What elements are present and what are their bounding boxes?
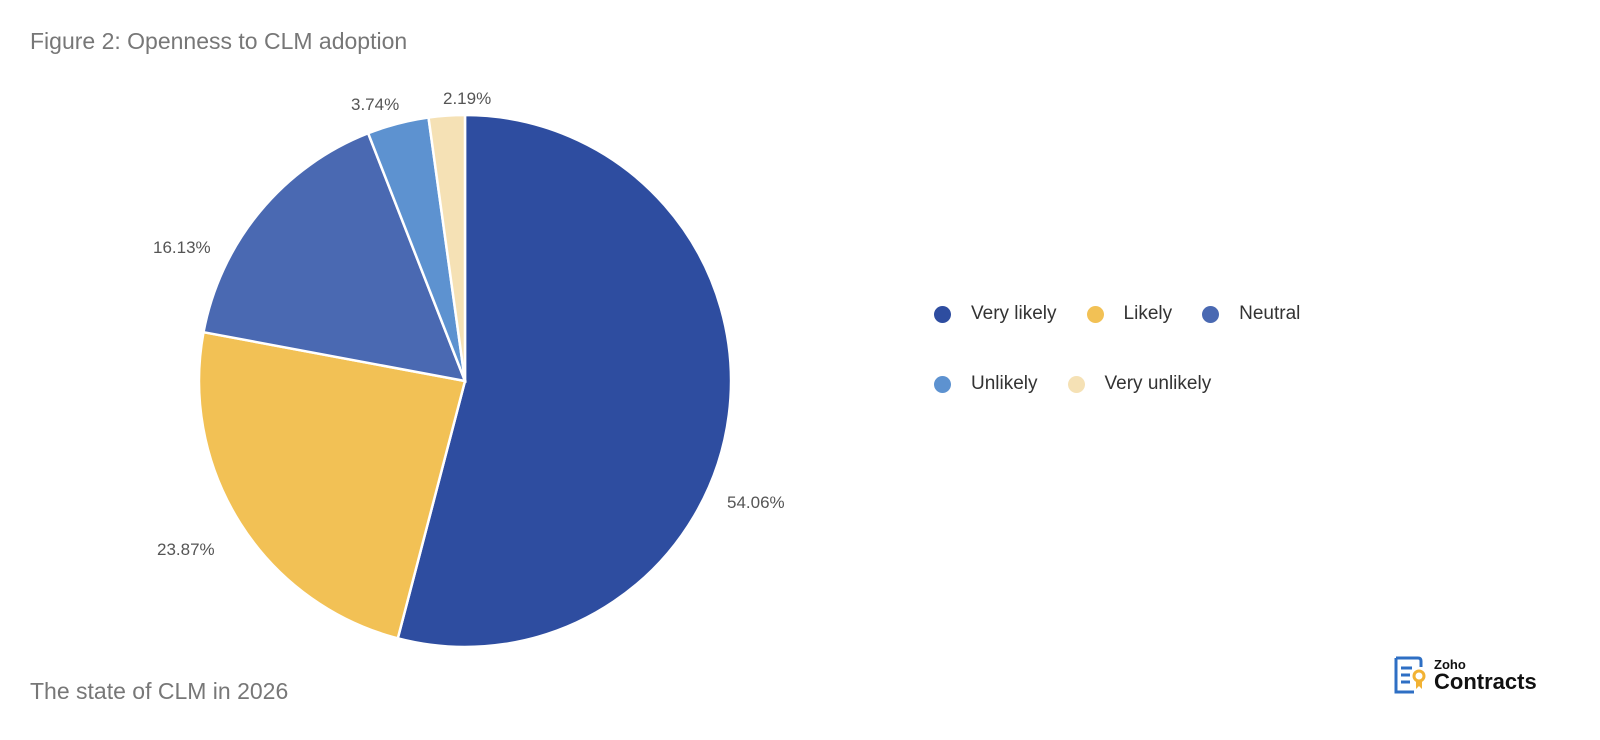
label-likely: 23.87% <box>157 540 215 559</box>
chart-title: Figure 2: Openness to CLM adoption <box>30 28 408 54</box>
contract-document-icon <box>1394 656 1426 694</box>
legend-item-very-likely[interactable]: Very likely <box>934 303 1057 325</box>
legend: Very likely Likely Neutral Unlikely Very… <box>934 300 1354 440</box>
legend-item-neutral[interactable]: Neutral <box>1202 303 1300 325</box>
pie-slice-neutral <box>202 131 467 383</box>
pie-slice-very-unlikely <box>427 113 467 382</box>
legend-dot-icon <box>934 305 951 323</box>
label-neutral: 16.13% <box>153 238 211 257</box>
footer-text: The state of CLM in 2026 <box>30 678 289 704</box>
label-very-unlikely: 2.19% <box>443 89 492 108</box>
legend-item-very-unlikely[interactable]: Very unlikely <box>1067 373 1211 395</box>
label-unlikely: 3.74% <box>351 95 400 114</box>
legend-item-likely[interactable]: Likely <box>1086 303 1172 325</box>
legend-dot-icon <box>934 375 951 393</box>
pie-slice-very-likely <box>396 113 733 649</box>
zoho-contracts-logo: Zoho Contracts <box>1392 655 1537 695</box>
legend-dot-icon <box>1086 305 1104 323</box>
label-very-likely: 54.06% <box>727 493 785 512</box>
legend-dot-icon <box>1202 305 1220 323</box>
pie-slice-likely <box>197 330 467 640</box>
legend-item-unlikely[interactable]: Unlikely <box>934 373 1038 395</box>
legend-dot-icon <box>1067 375 1085 393</box>
